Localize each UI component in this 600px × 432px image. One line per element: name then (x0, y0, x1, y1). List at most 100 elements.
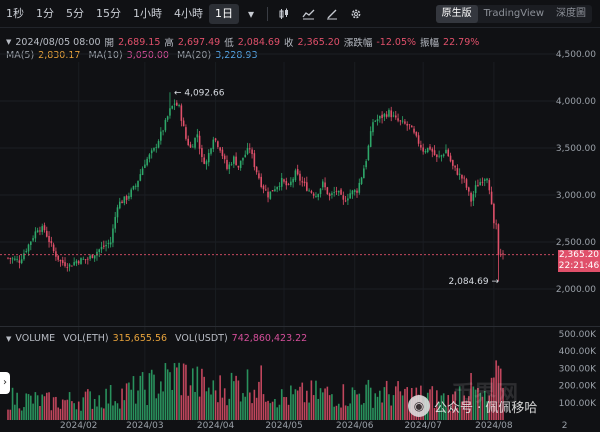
candle-body (93, 255, 96, 259)
candle-body (474, 185, 477, 194)
volume-bar (173, 363, 176, 420)
price-tick-label: 3,500.00 (556, 144, 596, 154)
candle-body (315, 196, 317, 197)
volume-bar (497, 365, 500, 420)
volume-bar (34, 392, 37, 420)
candle-body (137, 180, 139, 188)
volume-bar (66, 399, 69, 420)
open-label: 開 (104, 38, 115, 49)
candle-body (383, 113, 386, 117)
price-tick-label: 2,500.00 (556, 238, 596, 248)
volume-bar (454, 391, 456, 420)
candle-body (497, 224, 500, 255)
candle-body (169, 108, 171, 116)
candle-body (30, 241, 32, 245)
candle-body (121, 201, 123, 204)
volume-bar (112, 405, 114, 420)
candle-body (9, 258, 12, 259)
volume-bar (155, 398, 158, 420)
volume-bar (495, 360, 497, 420)
volume-bar (176, 367, 178, 420)
volume-bar (182, 363, 185, 420)
candle-body (340, 189, 342, 195)
indicators-icon[interactable] (296, 4, 320, 24)
candle-body (198, 135, 201, 149)
volume-bar (465, 400, 468, 420)
gear-icon[interactable] (344, 4, 368, 24)
collapse-caret-icon[interactable]: ▼ (6, 38, 12, 46)
candle-body (80, 258, 82, 265)
candle-body (153, 147, 155, 151)
view-tradingview-button[interactable]: TradingView (483, 8, 544, 19)
volume-caret-icon[interactable]: ▼ (6, 334, 12, 343)
volume-bar (502, 387, 504, 420)
volume-bar (100, 407, 103, 420)
view-native-button[interactable]: 原生版 (435, 5, 478, 23)
timeframe-1d[interactable]: 1日 (209, 3, 239, 24)
volume-bar (258, 381, 260, 420)
view-depth-button[interactable]: 深度圖 (556, 8, 586, 19)
volume-bar (283, 397, 285, 420)
volume-bar (499, 368, 502, 420)
volume-bar (125, 383, 128, 420)
expand-panel-handle[interactable]: › (0, 372, 10, 394)
drawing-tools-icon[interactable] (320, 4, 344, 24)
candle-body (55, 251, 57, 257)
candle-body (356, 190, 358, 193)
chevron-down-icon[interactable]: ▾ (247, 6, 255, 21)
volume-bar (239, 401, 242, 420)
candle-body (73, 262, 75, 266)
candle-body (237, 165, 240, 168)
candle-body (285, 181, 288, 186)
candle-body (344, 200, 347, 202)
candle-body (424, 150, 427, 153)
candle-body (130, 189, 132, 197)
volume-bar (360, 404, 363, 420)
volume-bar (9, 409, 12, 420)
candle-body (146, 158, 148, 166)
candle-body (488, 180, 491, 191)
volume-bar (226, 405, 228, 420)
candle-body (233, 156, 235, 164)
candle-countdown: 22:21:46 (558, 261, 600, 271)
candle-type-icon[interactable] (272, 4, 296, 24)
timeframe-1s[interactable]: 1秒 (6, 6, 24, 20)
timeframe-15m[interactable]: 15分 (96, 6, 121, 20)
volume-bar (217, 402, 219, 420)
candle-body (296, 169, 299, 175)
candle-body (438, 155, 440, 157)
volume-bar (187, 395, 190, 420)
vol-usdt-value: 742,860,423.22 (231, 333, 308, 344)
timeframe-1m[interactable]: 1分 (36, 6, 54, 20)
candle-body (91, 254, 94, 258)
candle-body (312, 193, 315, 196)
volume-bar (244, 396, 247, 420)
candle-body (461, 174, 463, 179)
candle-body (369, 131, 372, 147)
timeframe-5m[interactable]: 5分 (66, 6, 84, 20)
volume-bar (137, 390, 139, 420)
last-price-tag: 2,365.20 22:21:46 (558, 250, 600, 272)
amplitude-label: 振幅 (420, 38, 440, 49)
volume-bar (18, 408, 21, 420)
volume-bar (146, 405, 148, 420)
volume-tick-label: 200.00K (559, 382, 597, 392)
volume-bar (191, 368, 194, 420)
close-label: 收 (284, 38, 294, 49)
timeframe-1h[interactable]: 1小時 (133, 6, 162, 20)
candle-body (324, 182, 326, 188)
timeframe-4h[interactable]: 4小時 (174, 6, 203, 20)
candle-body (61, 260, 64, 263)
change-value: -12.05% (376, 36, 417, 48)
candle-body (244, 154, 247, 158)
candle-body (360, 177, 363, 184)
low-marker-label: 2,084.69 → (449, 277, 500, 287)
volume-bar (139, 375, 142, 420)
candle-body (274, 189, 276, 192)
volume-bar (198, 396, 201, 420)
candle-body (162, 130, 164, 132)
volume-bar (118, 408, 121, 420)
candle-body (467, 187, 470, 192)
candle-body (223, 155, 226, 160)
